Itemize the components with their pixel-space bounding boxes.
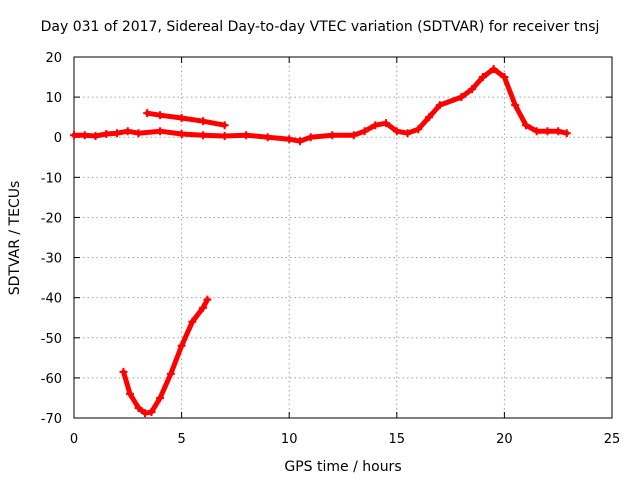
data-point bbox=[134, 129, 143, 138]
data-point bbox=[80, 131, 89, 140]
data-point bbox=[70, 131, 78, 140]
data-point bbox=[177, 130, 186, 139]
data-point bbox=[328, 131, 337, 140]
y-tick-label: -20 bbox=[41, 211, 62, 226]
y-tick-label: -60 bbox=[41, 372, 62, 387]
data-point bbox=[134, 403, 143, 412]
data-point bbox=[102, 130, 111, 139]
y-tick-label: 0 bbox=[54, 131, 62, 146]
data-point bbox=[562, 129, 571, 138]
y-tick-label: -10 bbox=[41, 171, 62, 186]
data-point bbox=[521, 121, 530, 130]
data-point bbox=[177, 341, 186, 350]
data-point bbox=[166, 369, 175, 378]
y-tick-label: -70 bbox=[41, 412, 62, 427]
data-point bbox=[414, 125, 423, 134]
series-layer bbox=[70, 65, 571, 418]
data-point bbox=[435, 101, 444, 110]
series-line bbox=[71, 66, 570, 144]
data-point bbox=[468, 85, 477, 94]
data-point bbox=[141, 409, 150, 418]
data-point bbox=[263, 133, 272, 142]
data-point bbox=[511, 101, 520, 110]
data-point bbox=[143, 109, 152, 118]
series-tnsj-dip bbox=[119, 295, 212, 418]
series-tnsj-main bbox=[70, 65, 571, 146]
y-tick-label: -50 bbox=[41, 332, 62, 347]
data-point bbox=[554, 127, 563, 136]
data-point bbox=[199, 131, 208, 140]
data-point bbox=[220, 132, 229, 141]
data-point bbox=[147, 407, 156, 416]
data-point bbox=[119, 367, 128, 376]
data-point bbox=[382, 119, 391, 128]
x-tick-label: 15 bbox=[389, 432, 406, 447]
data-point bbox=[156, 111, 165, 120]
data-point bbox=[156, 127, 165, 136]
data-point bbox=[177, 113, 186, 122]
x-tick-label: 0 bbox=[70, 432, 78, 447]
data-point bbox=[306, 133, 315, 142]
data-point bbox=[543, 127, 552, 136]
x-tick-label: 25 bbox=[604, 432, 621, 447]
data-point bbox=[188, 317, 197, 326]
data-point bbox=[123, 127, 132, 136]
data-point bbox=[220, 121, 229, 130]
data-point bbox=[91, 132, 100, 141]
data-point bbox=[500, 73, 509, 82]
x-tick-label: 10 bbox=[281, 432, 298, 447]
x-axis-label: GPS time / hours bbox=[284, 459, 401, 475]
data-point bbox=[199, 117, 208, 126]
data-point bbox=[371, 121, 380, 130]
data-point bbox=[489, 65, 498, 74]
data-point bbox=[403, 129, 412, 138]
data-point bbox=[457, 93, 466, 102]
data-point bbox=[156, 393, 165, 402]
data-point bbox=[478, 73, 487, 82]
data-point bbox=[203, 295, 212, 304]
x-tick-label: 20 bbox=[496, 432, 513, 447]
chart-title: Day 031 of 2017, Sidereal Day-to-day VTE… bbox=[40, 19, 600, 35]
data-point bbox=[532, 127, 541, 136]
y-tick-label: -30 bbox=[41, 252, 62, 267]
data-point bbox=[125, 389, 134, 398]
data-point bbox=[360, 127, 369, 136]
data-point bbox=[425, 113, 434, 122]
data-point bbox=[295, 137, 304, 146]
data-point bbox=[199, 303, 208, 312]
y-tick-label: 20 bbox=[45, 51, 62, 66]
grid-layer bbox=[74, 57, 612, 418]
data-point bbox=[113, 129, 122, 138]
plot-frame bbox=[73, 56, 613, 419]
series-tnsj-upper bbox=[143, 109, 229, 130]
data-point bbox=[392, 127, 401, 136]
series-line bbox=[121, 297, 210, 416]
y-axis-label: SDTVAR / TECUs bbox=[7, 181, 23, 296]
data-point bbox=[285, 135, 294, 144]
data-point bbox=[242, 131, 251, 140]
x-tick-label: 5 bbox=[177, 432, 185, 447]
y-tick-label: 10 bbox=[45, 91, 62, 106]
y-tick-label: -40 bbox=[41, 292, 62, 307]
data-point bbox=[349, 131, 358, 140]
